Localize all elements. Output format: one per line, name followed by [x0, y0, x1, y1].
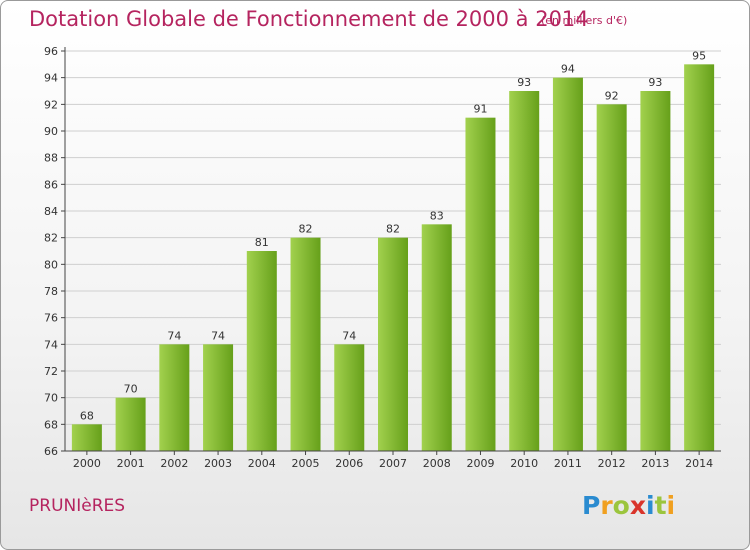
x-tick-label: 2011 — [554, 457, 582, 470]
y-tick-label: 80 — [44, 258, 58, 271]
y-tick-label: 90 — [44, 125, 58, 138]
x-tick-label: 2001 — [117, 457, 145, 470]
bar — [246, 251, 277, 451]
logo-letter: P — [582, 491, 601, 520]
bar — [421, 224, 452, 451]
x-tick-label: 2004 — [248, 457, 276, 470]
y-tick-label: 86 — [44, 178, 58, 191]
bar-value-label: 93 — [648, 76, 662, 89]
chart-title: Dotation Globale de Fonctionnement de 20… — [29, 7, 589, 31]
y-tick-label: 94 — [44, 72, 58, 85]
x-tick-label: 2002 — [160, 457, 188, 470]
y-tick-label: 92 — [44, 98, 58, 111]
chart-unit-note: (en milliers d'€) — [541, 14, 628, 27]
bar-value-label: 81 — [255, 236, 269, 249]
bar — [596, 104, 627, 451]
y-tick-label: 74 — [44, 338, 58, 351]
logo-letter: r — [600, 491, 613, 520]
bars — [71, 64, 715, 452]
bar-value-label: 74 — [167, 329, 181, 342]
y-tick-label: 84 — [44, 205, 58, 218]
x-tick-label: 2013 — [641, 457, 669, 470]
bar — [465, 117, 496, 452]
y-tick-label: 76 — [44, 312, 58, 325]
commune-name: PRUNIèRES — [29, 496, 126, 516]
x-tick-label: 2007 — [379, 457, 407, 470]
y-tick-label: 82 — [44, 232, 58, 245]
axes — [61, 47, 721, 455]
logo-letter: i — [646, 491, 655, 520]
bar — [552, 77, 583, 452]
bar — [159, 344, 190, 451]
bar — [203, 344, 234, 451]
bar — [509, 91, 540, 451]
bar-value-label: 92 — [605, 89, 619, 102]
bar-value-label: 68 — [80, 409, 94, 422]
y-tick-label: 66 — [44, 445, 58, 458]
bar — [290, 237, 321, 451]
bar-value-label: 83 — [430, 209, 444, 222]
bar — [378, 237, 408, 451]
x-tick-label: 2006 — [335, 457, 363, 470]
x-tick-label: 2010 — [510, 457, 538, 470]
logo-letter: o — [612, 491, 630, 520]
bar-value-label: 70 — [124, 383, 138, 396]
bar-value-label: 91 — [473, 103, 487, 116]
x-tick-label: 2014 — [685, 457, 713, 470]
bar — [115, 397, 146, 451]
x-tick-label: 2012 — [598, 457, 626, 470]
bar-value-label: 82 — [386, 223, 400, 236]
bar-value-label: 74 — [342, 329, 356, 342]
bar-value-label: 74 — [211, 329, 225, 342]
y-tick-label: 88 — [44, 152, 58, 165]
x-tick-label: 2009 — [466, 457, 494, 470]
x-tick-label: 2008 — [423, 457, 451, 470]
logo-letter: t — [654, 491, 667, 520]
bar-value-label: 93 — [517, 76, 531, 89]
x-tick-label: 2000 — [73, 457, 101, 470]
y-tick-label: 70 — [44, 392, 58, 405]
logo-letter: i — [666, 491, 676, 520]
bar — [334, 344, 365, 451]
bar — [684, 64, 715, 452]
bar-value-label: 95 — [692, 49, 706, 62]
bar-value-label: 94 — [561, 63, 575, 76]
y-tick-label: 68 — [44, 418, 58, 431]
bar-value-label: 82 — [299, 223, 313, 236]
y-tick-label: 78 — [44, 285, 58, 298]
bar — [71, 424, 102, 451]
y-tick-label: 72 — [44, 365, 58, 378]
bar — [640, 91, 671, 451]
labels: 66 68 70 72 74 76 78 80 82 84 86 88 90 92 94 96 68 2000 70… — [44, 45, 713, 470]
x-tick-label: 2003 — [204, 457, 232, 470]
y-tick-label: 96 — [44, 45, 58, 58]
logo-letter: x — [629, 491, 646, 520]
proxiti-logo[interactable]: Proxiti — [582, 491, 675, 520]
x-tick-label: 2005 — [292, 457, 320, 470]
